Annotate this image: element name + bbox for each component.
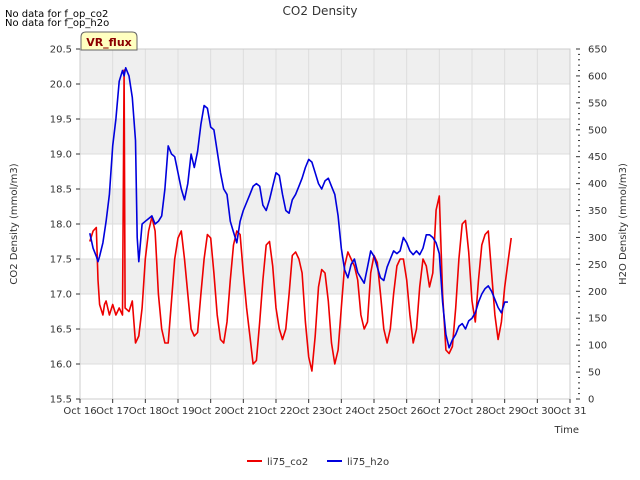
right-y-tick-label-8: 400 (588, 179, 607, 190)
left-y-tick-label-2: 16.5 (50, 325, 72, 336)
right-y-axis-label: H2O Density (mmol/m3) (618, 163, 629, 285)
right-y-tick-label-7: 350 (588, 206, 607, 217)
x-tick-label-12: Oct 28 (455, 406, 488, 417)
x-tick-label-9: Oct 25 (357, 406, 390, 417)
x-tick-label-0: Oct 16 (63, 406, 96, 417)
x-tick-label-1: Oct 17 (96, 406, 129, 417)
x-tick-label-8: Oct 24 (325, 406, 358, 417)
series-lines (89, 67, 512, 372)
right-y-tick-label-13: 650 (588, 45, 607, 56)
plot-background-bands (80, 49, 570, 364)
x-tick-label-5: Oct 21 (227, 406, 260, 417)
plot-band-0 (80, 329, 570, 364)
right-y-tick-label-11: 550 (588, 98, 607, 109)
x-tick-label-10: Oct 26 (390, 406, 423, 417)
x-tick-label-13: Oct 29 (488, 406, 521, 417)
right-y-tick-label-4: 200 (588, 287, 607, 298)
badge-background (80, 31, 138, 51)
right-y-tick-label-9: 450 (588, 152, 607, 163)
series-line-li75_h2o (89, 67, 508, 349)
left-y-axis-ticks: 15.5 16.0 16.5 17.0 17.5 18.0 18.5 19.0 19.5 20.0… (50, 45, 80, 406)
plot-band-2 (80, 189, 570, 224)
no-data-notice-h2o: No data for f_op_h2o (5, 18, 110, 29)
plot-band-3 (80, 119, 570, 154)
x-tick-label-6: Oct 22 (259, 406, 292, 417)
left-y-tick-label-9: 20.0 (50, 80, 72, 91)
left-y-tick-label-10: 20.5 (50, 45, 72, 56)
left-y-tick-label-7: 19.0 (50, 150, 72, 161)
right-y-tick-label-12: 600 (588, 71, 607, 82)
left-y-tick-label-0: 15.5 (50, 395, 72, 406)
legend-label-h2o: li75_h2o (347, 457, 389, 468)
right-y-tick-label-0: 0 (588, 395, 594, 406)
x-tick-label-15: Oct 31 (553, 406, 586, 417)
vr-flux-badge: VR_flux (80, 31, 138, 51)
right-y-tick-label-2: 100 (588, 341, 607, 352)
right-y-axis-ticks: 0 50 100 150 200 250 300 350 400 450 500 550 600 650 (576, 45, 607, 406)
x-axis-label: Time (554, 425, 579, 436)
left-y-tick-label-4: 17.5 (50, 255, 72, 266)
left-y-tick-label-5: 18.0 (50, 220, 72, 231)
x-tick-label-7: Oct 23 (292, 406, 325, 417)
x-tick-label-4: Oct 20 (194, 406, 227, 417)
x-axis-ticks: Oct 16 Oct 17 Oct 18 Oct 19 Oct 20 Oct 21 Oct … (63, 399, 587, 417)
right-y-tick-label-6: 300 (588, 233, 607, 244)
x-tick-label-2: Oct 18 (129, 406, 162, 417)
left-y-tick-label-3: 17.0 (50, 290, 72, 301)
plot-band-4 (80, 49, 570, 84)
right-y-tick-label-1: 50 (588, 368, 601, 379)
right-y-tick-label-5: 250 (588, 260, 607, 271)
legend-label-co2: li75_co2 (267, 457, 308, 468)
x-tick-label-3: Oct 19 (161, 406, 194, 417)
right-y-tick-label-3: 150 (588, 314, 607, 325)
left-y-tick-label-8: 19.5 (50, 115, 72, 126)
no-data-notice-co2: No data for f_op_co2 (5, 9, 109, 20)
left-y-axis-label: CO2 Density (mmol/m3) (9, 163, 20, 284)
legend: li75_co2 li75_h2o (247, 457, 389, 468)
badge-label: VR_flux (86, 36, 132, 49)
left-y-tick-label-6: 18.5 (50, 185, 72, 196)
x-tick-label-14: Oct 30 (521, 406, 554, 417)
right-y-tick-label-10: 500 (588, 125, 607, 136)
chart-title: CO2 Density (283, 4, 358, 18)
x-tick-label-11: Oct 27 (423, 406, 456, 417)
left-y-tick-label-1: 16.0 (50, 360, 72, 371)
